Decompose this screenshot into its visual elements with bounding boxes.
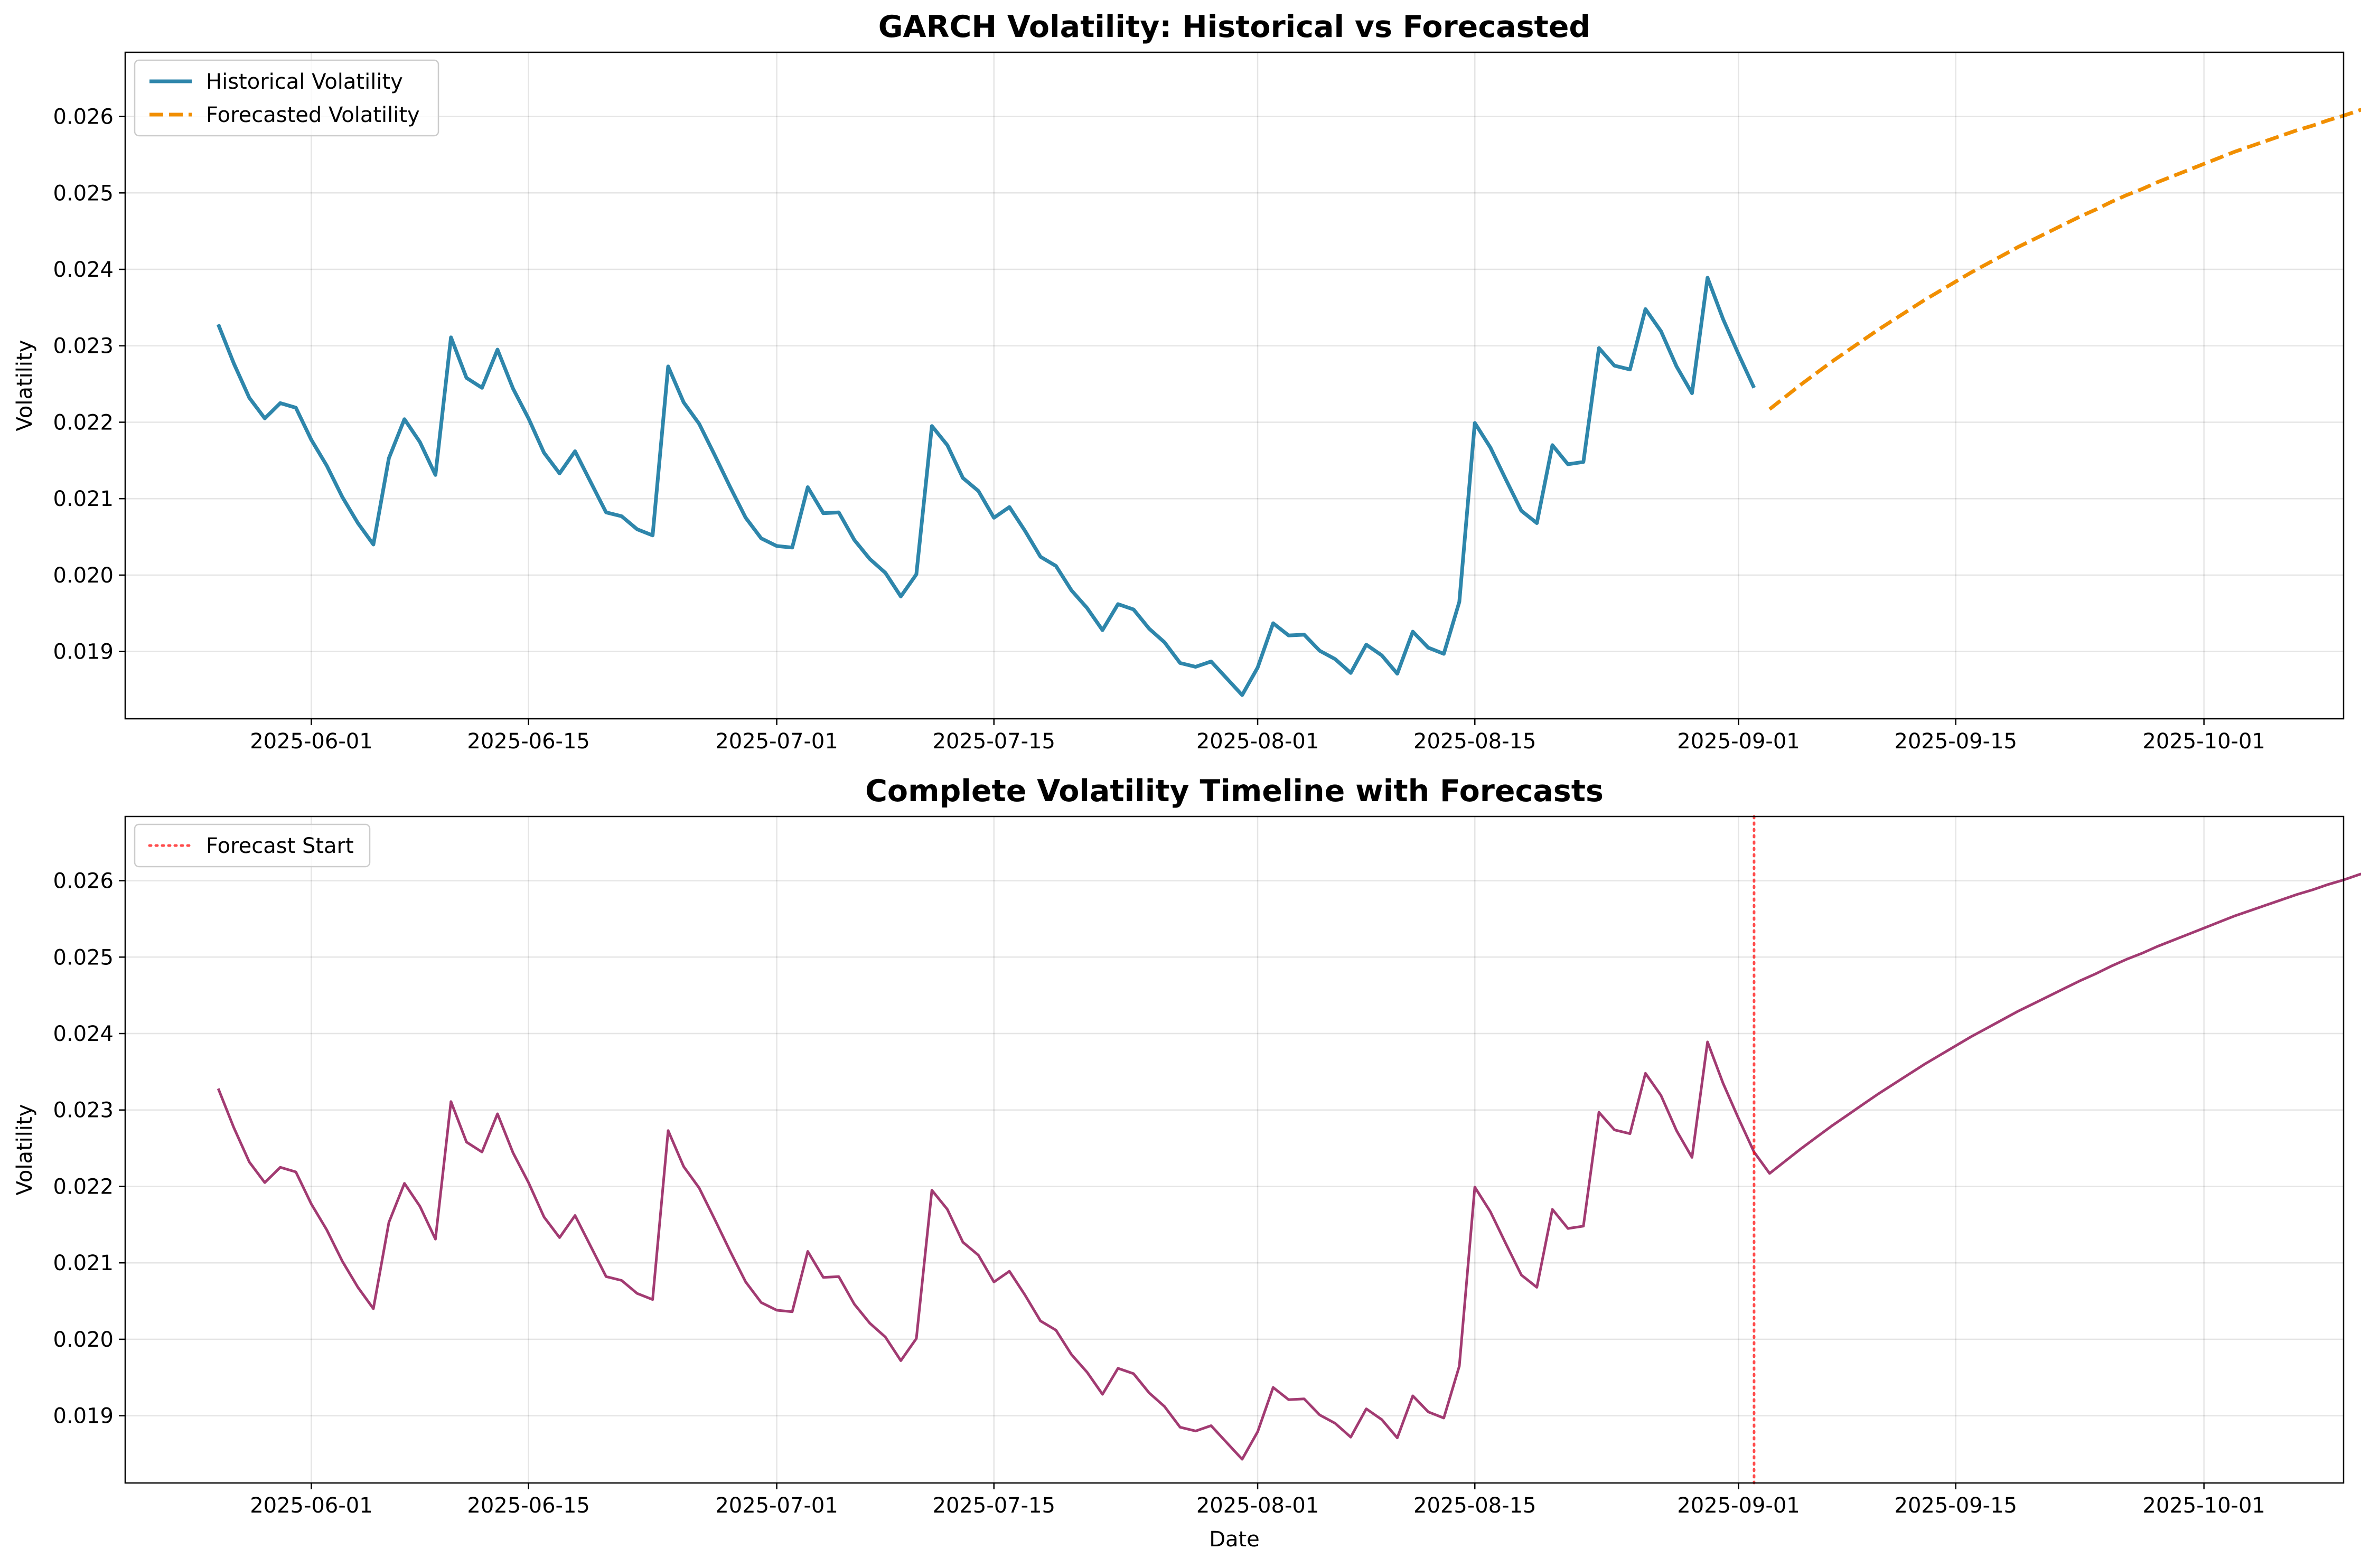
y-tick-label: 0.023 — [53, 1098, 114, 1123]
y-tick-label: 0.020 — [53, 564, 114, 588]
y-tick-label: 0.019 — [53, 1404, 114, 1429]
x-tick-label: 2025-08-15 — [1413, 1494, 1536, 1518]
bottom-panel-title: Complete Volatility Timeline with Foreca… — [865, 774, 1604, 809]
y-tick-label: 0.021 — [53, 1251, 114, 1275]
x-tick-label: 2025-06-15 — [467, 729, 589, 754]
bottom-panel-x-label: Date — [1209, 1527, 1260, 1552]
x-tick-label: 2025-09-15 — [1895, 729, 2017, 754]
x-tick-label: 2025-09-01 — [1677, 729, 1800, 754]
top-panel-legend: Historical Volatility Forecasted Volatil… — [134, 59, 439, 137]
forecasted-volatility-line — [1768, 108, 2361, 411]
y-tick-label: 0.019 — [53, 640, 114, 664]
y-tick-label: 0.020 — [53, 1328, 114, 1352]
x-tick-label: 2025-07-15 — [933, 1494, 1055, 1518]
combined-volatility-line — [217, 872, 2361, 1461]
x-tick-label: 2025-09-15 — [1895, 1494, 2017, 1518]
y-tick-label: 0.024 — [53, 1022, 114, 1046]
y-tick-label: 0.022 — [53, 1175, 114, 1199]
top-panel: GARCH Volatility: Historical vs Forecast… — [13, 10, 2361, 754]
legend-label-forecasted: Forecasted Volatility — [206, 103, 420, 127]
historical-volatility-line — [216, 276, 1756, 697]
y-tick-label: 0.023 — [53, 334, 114, 359]
y-tick-label: 0.022 — [53, 410, 114, 435]
x-tick-label: 2025-06-15 — [467, 1494, 589, 1518]
x-tick-label: 2025-06-01 — [250, 1494, 372, 1518]
x-tick-label: 2025-10-01 — [2142, 1494, 2265, 1518]
x-tick-label: 2025-07-01 — [715, 1494, 838, 1518]
x-tick-label: 2025-08-01 — [1196, 1494, 1319, 1518]
legend-label-historical: Historical Volatility — [206, 70, 403, 94]
bottom-panel-grid — [125, 816, 2344, 1483]
x-tick-label: 2025-06-01 — [250, 729, 372, 754]
bottom-panel-x-ticks: 2025-06-01 2025-06-15 2025-07-01 2025-07-15… — [250, 1483, 2265, 1518]
y-tick-label: 0.026 — [53, 105, 114, 129]
top-panel-y-label: Volatility — [13, 340, 37, 431]
x-tick-label: 2025-08-01 — [1196, 729, 1319, 754]
y-tick-label: 0.021 — [53, 487, 114, 511]
top-panel-x-ticks: 2025-06-01 2025-06-15 2025-07-01 2025-07-15… — [250, 719, 2265, 754]
bottom-panel-legend: Forecast Start — [134, 823, 371, 868]
x-tick-label: 2025-09-01 — [1677, 1494, 1800, 1518]
top-legend-box — [134, 59, 439, 137]
bottom-panel-frame — [124, 815, 2345, 1484]
x-tick-label: 2025-10-01 — [2142, 729, 2265, 754]
top-panel-title: GARCH Volatility: Historical vs Forecast… — [878, 10, 1590, 44]
x-tick-label: 2025-07-15 — [933, 729, 1055, 754]
top-panel-series — [216, 108, 2361, 697]
y-tick-label: 0.024 — [53, 258, 114, 282]
x-tick-label: 2025-08-15 — [1413, 729, 1536, 754]
bottom-panel-y-label: Volatility — [13, 1104, 37, 1196]
y-tick-label: 0.025 — [53, 945, 114, 970]
bottom-panel-series — [217, 815, 2361, 1485]
top-panel-grid — [125, 52, 2344, 719]
top-panel-y-ticks: 0.019 0.020 0.021 0.022 0.023 0.024 0.025 0.026 — [53, 105, 125, 664]
legend-label-forecast-start: Forecast Start — [206, 834, 354, 858]
x-tick-label: 2025-07-01 — [715, 729, 838, 754]
bottom-legend-box — [134, 823, 371, 868]
y-tick-label: 0.026 — [53, 869, 114, 894]
bottom-panel-y-ticks: 0.019 0.020 0.021 0.022 0.023 0.024 0.025 0.026 — [53, 869, 125, 1429]
bottom-panel: Complete Volatility Timeline with Foreca… — [13, 774, 2361, 1552]
top-panel-frame — [124, 51, 2345, 720]
y-tick-label: 0.025 — [53, 181, 114, 205]
